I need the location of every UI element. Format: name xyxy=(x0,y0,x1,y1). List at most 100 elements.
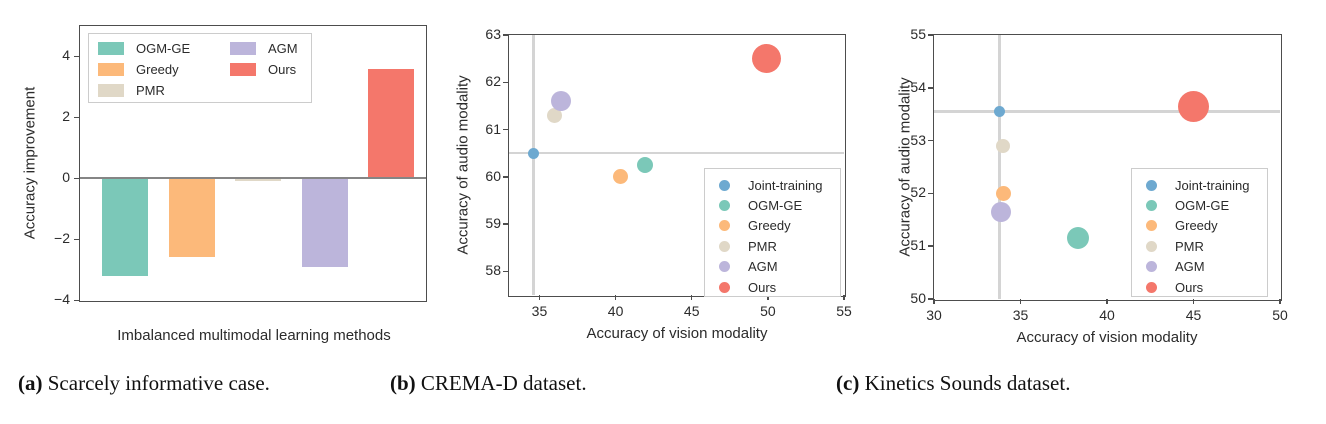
legend-item-greedy: Greedy xyxy=(1146,217,1218,235)
point-agm xyxy=(550,91,571,112)
point-pmr xyxy=(996,138,1011,153)
legend-dot-ours xyxy=(1146,281,1157,293)
crosshair-horizontal xyxy=(934,110,1280,113)
legend-item-ours: Ours xyxy=(1146,278,1203,296)
x-tick-label: 30 xyxy=(926,307,942,323)
x-tick-mark xyxy=(1192,299,1195,304)
panel-a-x-axis-label: Imbalanced multimodal learning methods xyxy=(117,327,391,344)
y-tick-label: 0 xyxy=(62,169,70,186)
scatter-plot-area-kinetics: 30 35 40 45 50 50 51 52 53 54 55 Joint-training OGM-… xyxy=(910,26,1287,323)
point-greedy xyxy=(995,185,1011,201)
legend-swatch-ours xyxy=(230,63,256,76)
legend-swatch-pmr xyxy=(98,84,124,97)
x-tick-mark xyxy=(538,295,541,300)
legend-swatch-agm xyxy=(230,42,256,55)
bar-agm xyxy=(301,178,348,267)
legend-label: AGM xyxy=(1175,259,1205,275)
legend-item-ogm-ge: OGM-GE xyxy=(98,41,190,56)
point-greedy xyxy=(612,169,628,185)
caption-a-text: Scarcely informative case. xyxy=(47,371,270,395)
scatter-plot-area-crema-d: 35 40 45 50 55 58 59 60 61 62 63 Joint-training OGM-… xyxy=(485,26,851,319)
caption-a: (a) Scarcely informative case. xyxy=(18,371,270,396)
caption-c-text: Kinetics Sounds dataset. xyxy=(864,371,1071,395)
legend-item-joint-training: Joint-training xyxy=(1146,176,1249,194)
panel-c-x-axis-label: Accuracy of vision modality xyxy=(1016,329,1198,346)
x-tick-label: 40 xyxy=(607,303,624,319)
legend-label: Greedy xyxy=(1175,218,1218,234)
caption-c-tag: (c) xyxy=(836,371,860,395)
legend-item-greedy: Greedy xyxy=(98,62,179,77)
legend-swatch-greedy xyxy=(98,63,124,76)
crosshair-horizontal xyxy=(509,151,844,155)
zero-line xyxy=(80,177,426,180)
legend-label: Greedy xyxy=(136,62,179,77)
x-tick-label: 50 xyxy=(1272,307,1288,323)
legend-item-greedy: Greedy xyxy=(719,217,791,235)
legend-dot-joint-training xyxy=(719,179,730,191)
y-tick-mark xyxy=(928,298,933,300)
legend-item-ogm-ge: OGM-GE xyxy=(719,196,802,214)
caption-a-tag: (a) xyxy=(18,371,43,395)
x-tick-label: 40 xyxy=(1099,307,1115,323)
point-pmr xyxy=(547,107,563,123)
legend-label: OGM-GE xyxy=(748,197,803,213)
legend-label: OGM-GE xyxy=(136,41,191,56)
crosshair-vertical xyxy=(998,35,1001,299)
crosshair-vertical xyxy=(532,35,535,295)
legend-item-ours: Ours xyxy=(230,62,296,77)
legend-label: Ours xyxy=(268,62,297,77)
bar-plot-area: −4 −2 0 2 4 OGM-GE Greedy PMR AGM Ours xyxy=(54,25,427,307)
point-joint-training xyxy=(527,147,539,159)
legend-item-pmr: PMR xyxy=(719,237,777,255)
y-tick-label: 52 xyxy=(910,184,926,201)
legend-label: PMR xyxy=(748,238,777,254)
y-tick-mark xyxy=(74,55,79,58)
point-ours xyxy=(751,44,781,74)
legend-dot-agm xyxy=(1146,261,1157,273)
x-tick-label: 35 xyxy=(531,303,548,319)
y-tick-label: 63 xyxy=(485,26,501,42)
legend-dot-joint-training xyxy=(1146,179,1157,191)
legend-item-pmr: PMR xyxy=(1146,237,1204,255)
y-tick-label: 55 xyxy=(910,26,926,42)
y-tick-label: 51 xyxy=(910,237,926,254)
x-tick-label: 50 xyxy=(760,303,776,319)
y-tick-label: 59 xyxy=(485,215,501,232)
x-tick-label: 55 xyxy=(836,303,852,319)
point-agm xyxy=(991,201,1012,222)
panel-b-x-axis-label: Accuracy of vision modality xyxy=(586,325,768,342)
x-tick-mark xyxy=(843,295,845,300)
x-tick-mark xyxy=(1106,299,1108,304)
legend-label: PMR xyxy=(136,83,165,98)
y-tick-label: 62 xyxy=(485,73,501,90)
legend-dot-greedy xyxy=(719,220,730,232)
y-tick-label: 60 xyxy=(485,167,501,184)
legend-dot-pmr xyxy=(1146,240,1157,252)
y-tick-mark xyxy=(74,238,79,241)
y-tick-mark xyxy=(503,223,508,225)
x-tick-mark xyxy=(690,295,693,300)
y-tick-label: 2 xyxy=(62,108,70,125)
legend-item-pmr: PMR xyxy=(98,83,165,98)
legend-label: Greedy xyxy=(748,218,791,234)
legend-label: Ours xyxy=(1175,279,1204,295)
legend-item-agm: AGM xyxy=(1146,258,1205,276)
caption-b-tag: (b) xyxy=(390,371,416,395)
legend-label: Ours xyxy=(748,279,777,295)
y-tick-label: 58 xyxy=(485,262,501,279)
legend-item-agm: AGM xyxy=(719,258,778,276)
legend-label: Joint-training xyxy=(1175,177,1250,193)
legend: OGM-GE Greedy PMR AGM Ours xyxy=(88,33,312,103)
point-joint-training xyxy=(994,106,1006,118)
y-tick-mark xyxy=(503,81,508,84)
y-tick-mark xyxy=(928,192,933,195)
y-tick-mark xyxy=(928,87,933,89)
legend: Joint-training OGM-GE Greedy PMR AGM Ours xyxy=(1131,168,1268,297)
y-tick-label: −4 xyxy=(54,291,70,307)
y-tick-mark xyxy=(74,116,79,119)
panel-a-y-axis-label: Accuracy improvement xyxy=(21,86,39,240)
x-tick-mark xyxy=(933,299,935,304)
point-ogm-ge xyxy=(1066,227,1089,250)
legend-dot-greedy xyxy=(1146,220,1157,232)
